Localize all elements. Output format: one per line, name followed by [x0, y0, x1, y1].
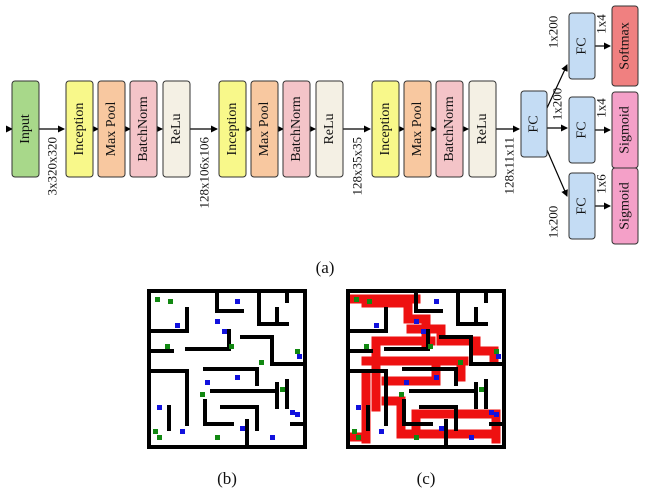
- network-diagram: Input Inception Max Pool BatchNorm ReLu …: [6, 5, 639, 245]
- block-maxpool-3: Max Pool: [403, 80, 432, 178]
- block-relu-1-label: ReLu: [169, 113, 184, 144]
- block-sigmoid-bot-label: Sigmoid: [618, 182, 633, 229]
- block-softmax-label: Softmax: [618, 22, 633, 69]
- block-batchnorm-3: BatchNorm: [435, 80, 464, 178]
- maze-b-markers: [153, 297, 302, 440]
- dim-label-fc-top: 1x200: [546, 16, 561, 49]
- block-sigmoid-mid: Sigmoid: [611, 91, 639, 169]
- block-relu-2-label: ReLu: [322, 113, 337, 144]
- block-maxpool-1-label: Max Pool: [104, 101, 119, 156]
- block-maxpool-2: Max Pool: [250, 80, 279, 178]
- block-sigmoid-bot: Sigmoid: [611, 167, 639, 245]
- block-relu-3-label: ReLu: [475, 113, 490, 144]
- dim-label-sigmoid-bot: 1x6: [594, 174, 609, 194]
- block-fc-mid-label: FC: [575, 121, 590, 138]
- block-inception-1-label: Inception: [72, 103, 87, 156]
- dim-label-fc-bot: 1x200: [546, 206, 561, 239]
- caption-b: (b): [217, 469, 237, 488]
- block-inception-2: Inception: [218, 80, 247, 178]
- maze-map-c: [346, 289, 506, 449]
- block-fc-mid: FC: [568, 96, 596, 164]
- block-relu-2: ReLu: [315, 80, 344, 178]
- dim-label-sigmoid-mid: 1x4: [594, 98, 609, 118]
- block-relu-3: ReLu: [468, 80, 497, 178]
- block-inception-2-label: Inception: [225, 103, 240, 156]
- block-inception-3: Inception: [371, 80, 400, 178]
- block-inception-1: Inception: [65, 80, 94, 178]
- caption-c: (c): [417, 469, 436, 488]
- block-batchnorm-2-label: BatchNorm: [289, 96, 304, 161]
- dim-label-stage1: 128x106x106: [197, 137, 212, 209]
- block-fc-bot: FC: [568, 172, 596, 240]
- block-softmax: Softmax: [611, 5, 639, 87]
- block-maxpool-1: Max Pool: [97, 80, 126, 178]
- block-fc-bot-label: FC: [575, 197, 590, 214]
- block-batchnorm-1: BatchNorm: [129, 80, 158, 178]
- dim-label-stage2: 128x35x35: [350, 137, 365, 196]
- block-fc-top: FC: [568, 12, 596, 80]
- block-batchnorm-2: BatchNorm: [282, 80, 311, 178]
- block-input-label: Input: [18, 114, 33, 144]
- block-input: Input: [11, 80, 40, 178]
- block-maxpool-2-label: Max Pool: [257, 101, 272, 156]
- dim-label-fc-mid: 1x200: [550, 88, 565, 121]
- block-fc-top-label: FC: [575, 37, 590, 54]
- dim-label-stage3: 128x11x11: [502, 137, 517, 195]
- block-fc-main: FC: [520, 90, 548, 158]
- block-fc-main-label: FC: [527, 115, 542, 132]
- block-sigmoid-mid-label: Sigmoid: [618, 106, 633, 153]
- block-maxpool-3-label: Max Pool: [410, 101, 425, 156]
- connector-arrows: [6, 42, 611, 210]
- maze-c-walls: [346, 289, 506, 449]
- maze-b-walls: [147, 289, 307, 449]
- block-batchnorm-3-label: BatchNorm: [442, 96, 457, 161]
- block-batchnorm-1-label: BatchNorm: [136, 96, 151, 161]
- caption-a: (a): [316, 258, 335, 277]
- dim-label-input: 3x320x320: [45, 137, 60, 196]
- maze-map-b: [147, 289, 307, 449]
- block-inception-3-label: Inception: [378, 103, 393, 156]
- block-relu-1: ReLu: [162, 80, 191, 178]
- dim-label-softmax: 1x4: [594, 14, 609, 34]
- maze-c-markers: [352, 297, 501, 440]
